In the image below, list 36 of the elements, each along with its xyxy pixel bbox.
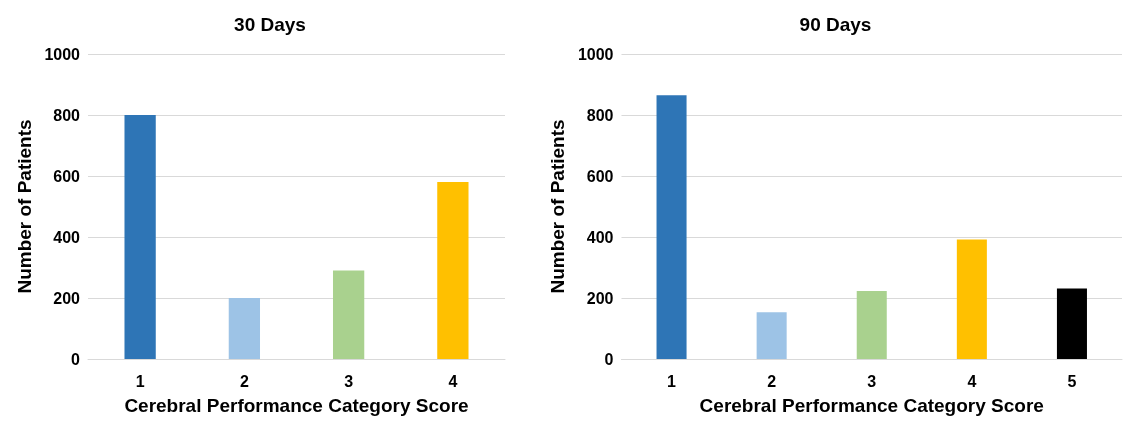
- y-tick-label: 1000: [44, 45, 81, 63]
- y-tick-label: 200: [586, 289, 614, 307]
- chart-title: 90 Days: [799, 14, 872, 35]
- x-tick-label: 3: [344, 372, 354, 390]
- x-tick-label: 1: [667, 372, 677, 390]
- x-axis-title: Cerebral Performance Category Score: [699, 395, 1044, 416]
- bar: [756, 312, 787, 359]
- y-tick-label: 400: [53, 228, 81, 246]
- y-tick-label: 0: [71, 350, 81, 368]
- bar: [656, 95, 687, 359]
- y-tick-label: 0: [604, 350, 614, 368]
- x-tick-label: 4: [967, 372, 977, 390]
- x-tick-label: 1: [135, 372, 145, 390]
- bar: [124, 115, 156, 359]
- y-tick-label: 1000: [577, 45, 614, 63]
- bar: [228, 298, 261, 359]
- bar: [1056, 288, 1087, 359]
- bar: [332, 270, 365, 359]
- y-tick-label: 200: [53, 289, 81, 307]
- y-tick-label: 800: [586, 106, 614, 124]
- y-tick-label: 600: [53, 167, 81, 185]
- bar: [956, 239, 987, 359]
- x-tick-label: 2: [767, 372, 777, 390]
- x-axis-title: Cerebral Performance Category Score: [124, 395, 469, 416]
- y-tick-label: 400: [586, 228, 614, 246]
- x-tick-label: 5: [1067, 372, 1077, 390]
- x-tick-label: 3: [867, 372, 877, 390]
- y-tick-label: 600: [586, 167, 614, 185]
- y-axis-title: Number of Patients: [13, 119, 35, 294]
- bar: [856, 290, 887, 359]
- x-tick-label: 2: [239, 372, 249, 390]
- chart-title: 30 Days: [234, 14, 306, 35]
- y-tick-label: 800: [53, 106, 81, 124]
- x-tick-label: 4: [448, 372, 458, 390]
- y-axis-title: Number of Patients: [547, 119, 568, 294]
- bar: [437, 182, 469, 359]
